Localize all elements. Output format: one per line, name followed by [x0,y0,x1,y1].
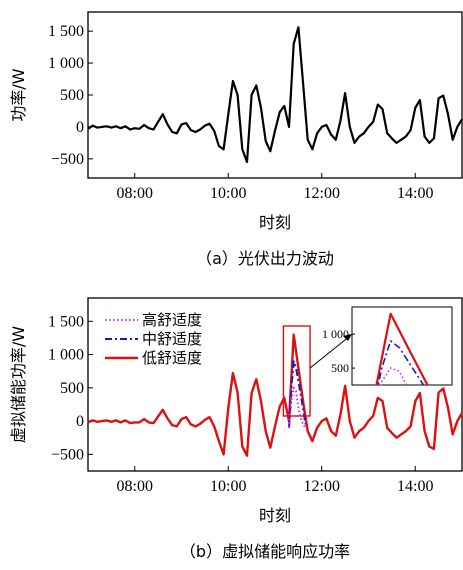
y-tick-label: 1 000 [48,55,84,72]
y-tick-label: 1 500 [48,313,84,330]
x-tick-label: 10:00 [210,185,246,202]
legend-label: 中舒适度 [142,330,202,348]
zoom-arrow-line [309,335,351,369]
y-tick-label: 500 [60,380,84,397]
y-tick-label: 500 [60,87,84,104]
series-line-low [87,333,463,457]
y-tick-label: −500 [51,446,84,463]
plot-frame [87,11,463,179]
figure-caption: （b）虚拟储能响应功率 [180,542,350,561]
legend-label: 高舒适度 [142,311,202,329]
inset-plot [375,312,429,385]
zoom-arrow-head [343,334,352,341]
y-tick-label: 0 [76,413,84,430]
chart-b: 1 500 1 000 500 0 −500 08:00 10:00 12:00 14:00 时刻… [9,297,463,561]
chart-a: 1 500 1 000 500 0 −500 08:00 10:00 12:00 14:00 时刻… [9,11,463,268]
x-tick-label: 10:00 [210,478,246,495]
x-axis-label: 时刻 [259,506,291,525]
legend-label: 低舒适度 [142,349,202,367]
series-line-pv [87,26,463,164]
y-tick-label: 0 [76,119,84,136]
x-tick-label: 12:00 [304,478,340,495]
y-axis-label: 功率/W [9,68,28,121]
series-line-high [288,386,307,429]
inset-y-tick-label: 500 [331,361,349,375]
y-tick-label: −500 [51,151,84,168]
x-tick-label: 14:00 [397,185,433,202]
figure-caption: （a）光伏出力波动 [196,249,334,268]
plot-frame [87,297,463,472]
inset-y-tick-label: 1 000 [322,327,349,341]
zoom-region-box [282,325,311,417]
inset-frame [351,306,453,386]
x-tick-label: 12:00 [304,185,340,202]
inset-series-line-low [375,312,429,385]
x-tick-label: 08:00 [117,185,153,202]
y-tick-label: 1 000 [48,347,84,364]
inset-series-line-mid [377,340,425,385]
x-axis-label: 时刻 [259,213,291,232]
x-tick-label: 14:00 [397,478,433,495]
x-tick-label: 08:00 [117,478,153,495]
y-tick-label: 1 500 [48,23,84,40]
series-line-mid [288,360,307,428]
y-axis-label: 虚拟储能功率/W [9,326,28,443]
